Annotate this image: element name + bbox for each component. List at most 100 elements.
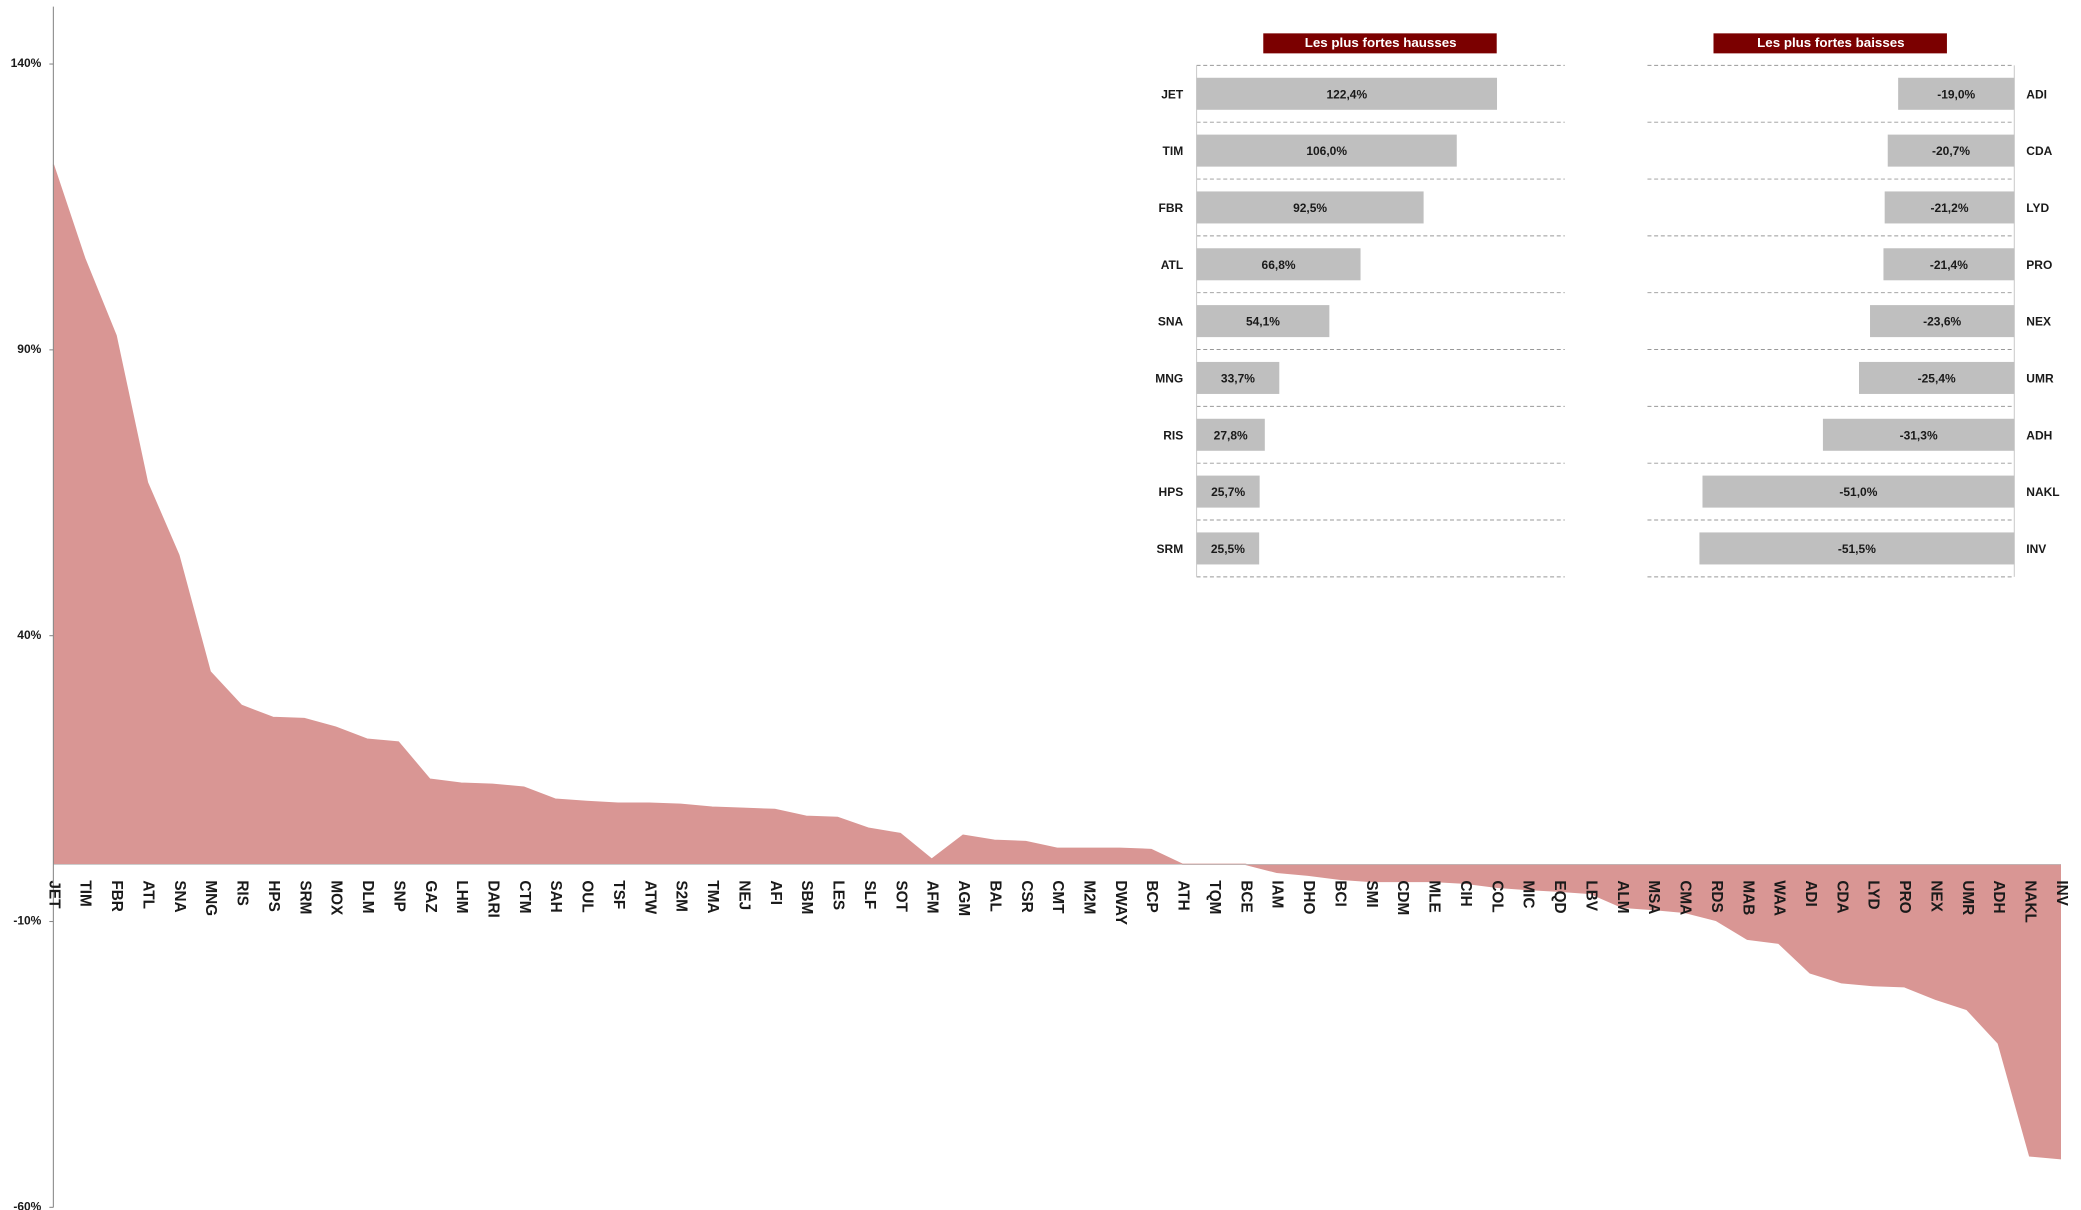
area-fill	[53, 164, 2061, 1159]
x-tick-label: MAB	[1739, 880, 1756, 915]
y-tick-label: 140%	[11, 56, 42, 70]
x-tick-label: MNG	[202, 880, 219, 916]
category-label: ADI	[2026, 87, 2047, 101]
bar	[1196, 475, 1260, 508]
x-tick-label: FBR	[108, 880, 125, 912]
x-tick-label: SAH	[547, 880, 564, 912]
x-tick-label: CDA	[1833, 880, 1850, 913]
value-label: 122,4%	[1326, 87, 1367, 101]
x-tick-label: DHO	[1300, 880, 1317, 914]
x-tick-label: INV	[2053, 880, 2070, 906]
bar	[1883, 248, 2015, 281]
value-label: -19,0%	[1937, 87, 1975, 101]
x-tick-label: NEJ	[735, 880, 752, 910]
category-label: LYD	[2026, 201, 2049, 215]
x-tick-label: LBV	[1582, 880, 1599, 911]
x-tick-label: UMR	[1959, 880, 1976, 915]
x-tick-label: SMI	[1363, 880, 1380, 907]
chart-title: Les plus fortes hausses	[1305, 35, 1457, 50]
x-tick-label: AFI	[767, 880, 784, 905]
x-tick-label: ATH	[1175, 880, 1192, 910]
bar	[1196, 191, 1424, 224]
x-tick-label: CMA	[1677, 880, 1694, 915]
x-tick-label: CIH	[1457, 880, 1474, 906]
bar	[1887, 134, 2015, 167]
x-tick-label: DLM	[359, 880, 376, 913]
x-tick-label: NEX	[1927, 880, 1944, 912]
value-label: -51,5%	[1838, 542, 1876, 556]
x-tick-label: TSF	[610, 880, 627, 909]
x-tick-label: NAKL	[2022, 880, 2039, 923]
x-tick-label: MLE	[1426, 880, 1443, 912]
bar	[1196, 532, 1260, 565]
x-tick-label: AFM	[924, 880, 941, 913]
value-label: -51,0%	[1839, 485, 1877, 499]
x-tick-label: CDM	[1394, 880, 1411, 915]
x-tick-label: OUL	[579, 880, 596, 912]
x-tick-label: ADI	[1802, 880, 1819, 906]
x-tick-label: ALM	[1614, 880, 1631, 913]
bar	[1822, 418, 2015, 451]
title-background	[1713, 33, 1947, 54]
category-label: MNG	[1155, 371, 1183, 385]
value-label: 106,0%	[1306, 144, 1347, 158]
value-label: -31,3%	[1900, 428, 1938, 442]
value-label: 54,1%	[1246, 315, 1280, 329]
value-label: -25,4%	[1918, 371, 1956, 385]
category-label: ADH	[2026, 428, 2052, 442]
x-tick-label: WAA	[1771, 880, 1788, 916]
category-label: UMR	[2026, 371, 2054, 385]
x-tick-label: SBM	[798, 880, 815, 914]
category-label: INV	[2026, 542, 2046, 556]
category-label: HPS	[1159, 485, 1184, 499]
x-tick-label: ATW	[641, 880, 658, 914]
x-tick-label: MOX	[328, 880, 345, 916]
bar	[1898, 77, 2015, 110]
x-tick-label: CMT	[1049, 880, 1066, 914]
x-tick-label: HPS	[265, 880, 282, 912]
bar	[1859, 361, 2015, 394]
category-label: SRM	[1157, 542, 1184, 556]
x-tick-label: SLF	[861, 880, 878, 909]
bar	[1699, 532, 2015, 565]
value-label: -20,7%	[1932, 144, 1970, 158]
x-tick-label: MIC	[1520, 880, 1537, 908]
x-tick-label: JET	[45, 880, 62, 909]
x-tick-label: MSA	[1645, 880, 1662, 914]
x-tick-label: TMA	[704, 880, 721, 913]
value-label: -23,6%	[1923, 315, 1961, 329]
value-label: -21,4%	[1930, 258, 1968, 272]
value-label: -21,2%	[1930, 201, 1968, 215]
bar	[1196, 305, 1330, 338]
y-tick-label: -60%	[13, 1200, 41, 1210]
x-tick-label: BCE	[1237, 880, 1254, 912]
category-label: JET	[1161, 87, 1184, 101]
x-tick-label: RIS	[234, 880, 251, 906]
x-tick-label: ADH	[1990, 880, 2007, 913]
category-label: FBR	[1159, 201, 1184, 215]
category-label: RIS	[1163, 428, 1183, 442]
y-tick-label: -10%	[13, 914, 41, 928]
category-label: CDA	[2026, 144, 2052, 158]
category-label: NAKL	[2026, 485, 2059, 499]
title-background	[1263, 33, 1497, 54]
x-tick-label: M2M	[1080, 880, 1097, 914]
x-tick-label: SNA	[171, 880, 188, 912]
bar	[1196, 134, 1457, 167]
value-label: 66,8%	[1262, 258, 1296, 272]
value-label: 27,8%	[1214, 428, 1248, 442]
x-tick-label: TIM	[77, 880, 94, 906]
bar	[1870, 305, 2015, 338]
y-tick-label: 90%	[17, 342, 41, 356]
bar	[1884, 191, 2015, 224]
x-tick-label: S2M	[673, 880, 690, 912]
x-tick-label: GAZ	[422, 880, 439, 912]
value-label: 33,7%	[1221, 371, 1255, 385]
chart-title: Les plus fortes baisses	[1757, 35, 1904, 50]
value-label: 92,5%	[1293, 201, 1327, 215]
x-tick-label: DWAY	[1112, 880, 1129, 925]
x-tick-label: LES	[830, 880, 847, 910]
category-label: ATL	[1161, 258, 1183, 272]
x-tick-label: LHM	[453, 880, 470, 913]
